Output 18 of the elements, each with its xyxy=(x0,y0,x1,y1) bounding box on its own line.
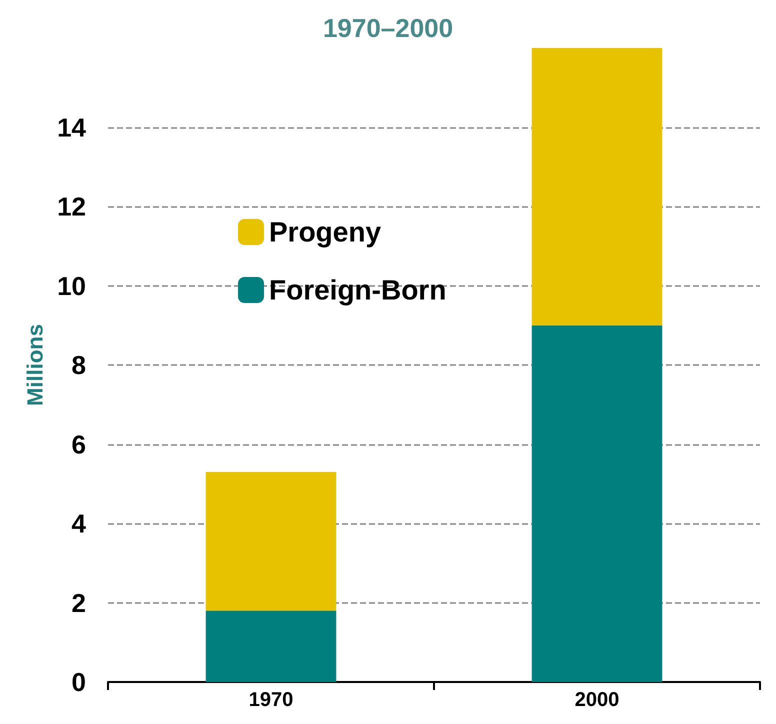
y-axis-title: Millions xyxy=(22,324,48,406)
bar xyxy=(206,472,336,611)
y-tick-label: 6 xyxy=(72,429,86,460)
x-tick-label: 2000 xyxy=(574,689,620,711)
bar xyxy=(532,325,662,682)
bar xyxy=(206,610,336,682)
x-tick-label: 1970 xyxy=(248,689,294,711)
y-tick-label: 8 xyxy=(72,350,86,380)
legend-label: Foreign-Born xyxy=(269,274,446,306)
chart-title: 1970–2000 xyxy=(322,13,454,43)
y-tick-label: 4 xyxy=(72,508,87,538)
y-tick-label: 2 xyxy=(72,588,86,618)
bar xyxy=(532,48,662,326)
y-tick-label: 14 xyxy=(57,112,87,142)
y-tick-label: 10 xyxy=(57,270,86,301)
y-tick-label: 12 xyxy=(57,192,86,222)
legend-label: Progeny xyxy=(269,216,382,248)
y-tick-label: 0 xyxy=(72,667,86,697)
